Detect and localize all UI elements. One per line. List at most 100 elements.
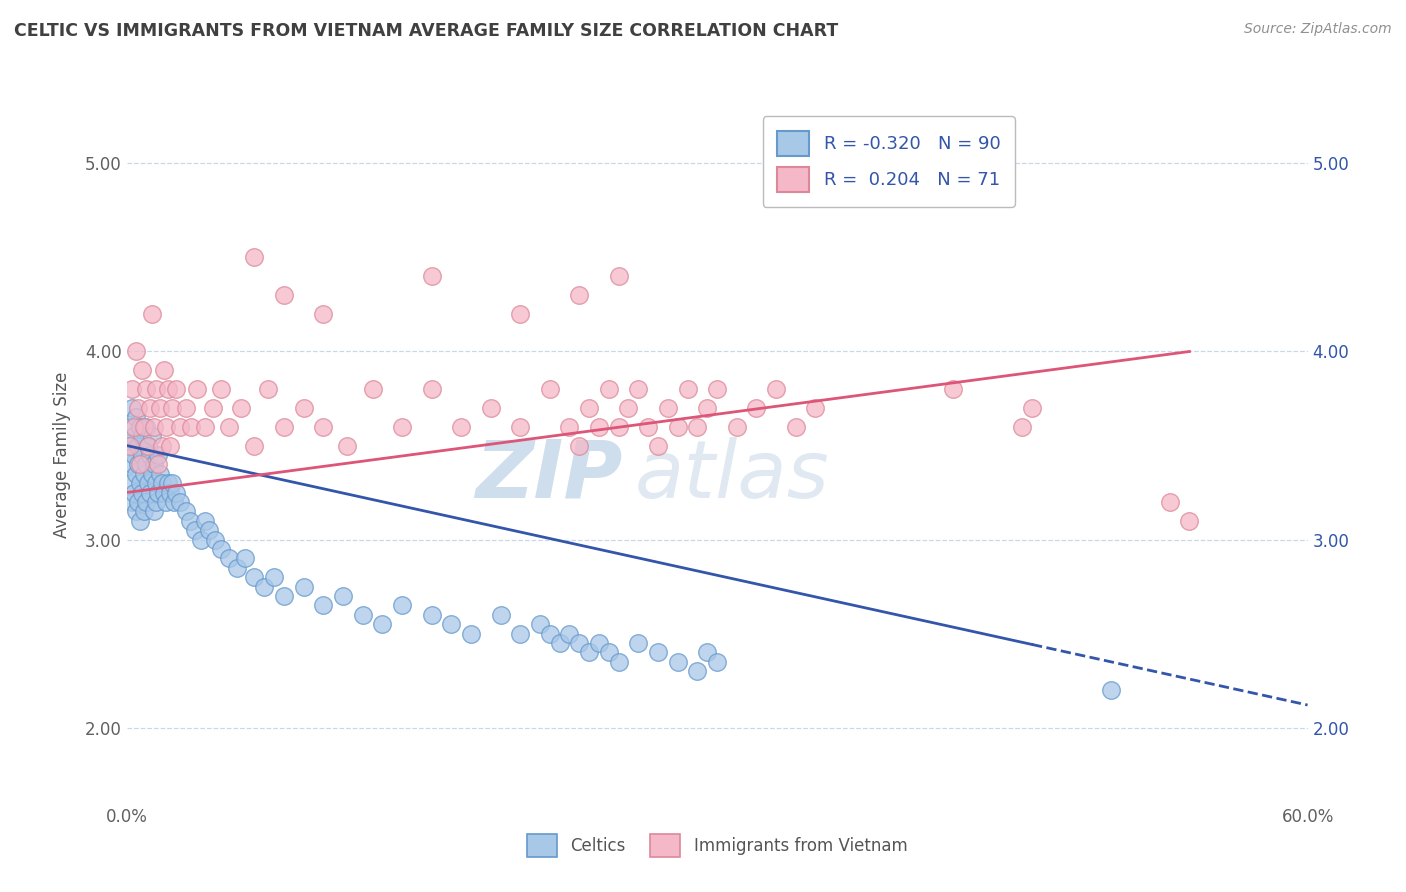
Point: [127, 495, 149, 509]
Point: [218, 551, 240, 566]
Point: [725, 419, 748, 434]
Point: [538, 382, 561, 396]
Text: ZIP: ZIP: [475, 437, 623, 515]
Point: [174, 401, 197, 415]
Point: [146, 458, 169, 472]
Point: [184, 523, 207, 537]
Point: [134, 467, 156, 481]
Point: [153, 363, 176, 377]
Point: [194, 514, 217, 528]
Point: [568, 636, 591, 650]
Point: [160, 401, 183, 415]
Point: [125, 344, 148, 359]
Point: [489, 607, 512, 622]
Point: [129, 458, 152, 472]
Point: [121, 495, 143, 509]
Point: [578, 401, 600, 415]
Point: [120, 419, 142, 434]
Point: [202, 401, 225, 415]
Point: [745, 401, 768, 415]
Point: [942, 382, 965, 396]
Point: [706, 655, 728, 669]
Point: [627, 382, 650, 396]
Point: [136, 476, 159, 491]
Point: [159, 485, 181, 500]
Point: [139, 485, 162, 500]
Point: [153, 485, 176, 500]
Point: [529, 617, 551, 632]
Point: [666, 655, 689, 669]
Point: [568, 288, 591, 302]
Point: [785, 419, 807, 434]
Point: [120, 476, 142, 491]
Point: [657, 401, 679, 415]
Point: [160, 476, 183, 491]
Point: [1099, 683, 1122, 698]
Point: [598, 382, 620, 396]
Point: [155, 495, 177, 509]
Point: [391, 419, 413, 434]
Point: [209, 382, 232, 396]
Point: [131, 429, 153, 443]
Point: [135, 382, 157, 396]
Point: [149, 467, 172, 481]
Point: [117, 438, 139, 452]
Point: [273, 288, 295, 302]
Point: [243, 570, 266, 584]
Point: [125, 504, 148, 518]
Point: [165, 485, 187, 500]
Point: [136, 438, 159, 452]
Point: [588, 419, 610, 434]
Point: [243, 438, 266, 452]
Point: [509, 307, 531, 321]
Point: [145, 382, 167, 396]
Point: [143, 419, 166, 434]
Point: [263, 570, 285, 584]
Point: [233, 551, 256, 566]
Point: [312, 599, 335, 613]
Point: [1178, 514, 1201, 528]
Point: [292, 580, 315, 594]
Point: [141, 307, 163, 321]
Point: [627, 636, 650, 650]
Point: [538, 626, 561, 640]
Text: CELTIC VS IMMIGRANTS FROM VIETNAM AVERAGE FAMILY SIZE CORRELATION CHART: CELTIC VS IMMIGRANTS FROM VIETNAM AVERAG…: [14, 22, 838, 40]
Point: [120, 438, 142, 452]
Point: [479, 401, 502, 415]
Point: [129, 476, 152, 491]
Point: [253, 580, 276, 594]
Point: [696, 401, 718, 415]
Point: [143, 504, 166, 518]
Point: [229, 401, 252, 415]
Point: [124, 429, 146, 443]
Point: [607, 419, 630, 434]
Point: [371, 617, 394, 632]
Point: [150, 438, 173, 452]
Point: [125, 467, 148, 481]
Point: [332, 589, 354, 603]
Point: [194, 419, 217, 434]
Point: [131, 363, 153, 377]
Point: [509, 626, 531, 640]
Point: [204, 533, 226, 547]
Point: [607, 269, 630, 284]
Point: [676, 382, 699, 396]
Point: [257, 382, 280, 396]
Point: [141, 429, 163, 443]
Point: [243, 251, 266, 265]
Point: [121, 458, 143, 472]
Point: [509, 419, 531, 434]
Point: [131, 448, 153, 462]
Point: [127, 401, 149, 415]
Y-axis label: Average Family Size: Average Family Size: [53, 372, 70, 538]
Point: [163, 495, 186, 509]
Point: [136, 438, 159, 452]
Point: [180, 419, 202, 434]
Point: [804, 401, 827, 415]
Point: [352, 607, 374, 622]
Point: [312, 307, 335, 321]
Point: [169, 419, 191, 434]
Point: [135, 495, 157, 509]
Point: [558, 419, 581, 434]
Point: [637, 419, 659, 434]
